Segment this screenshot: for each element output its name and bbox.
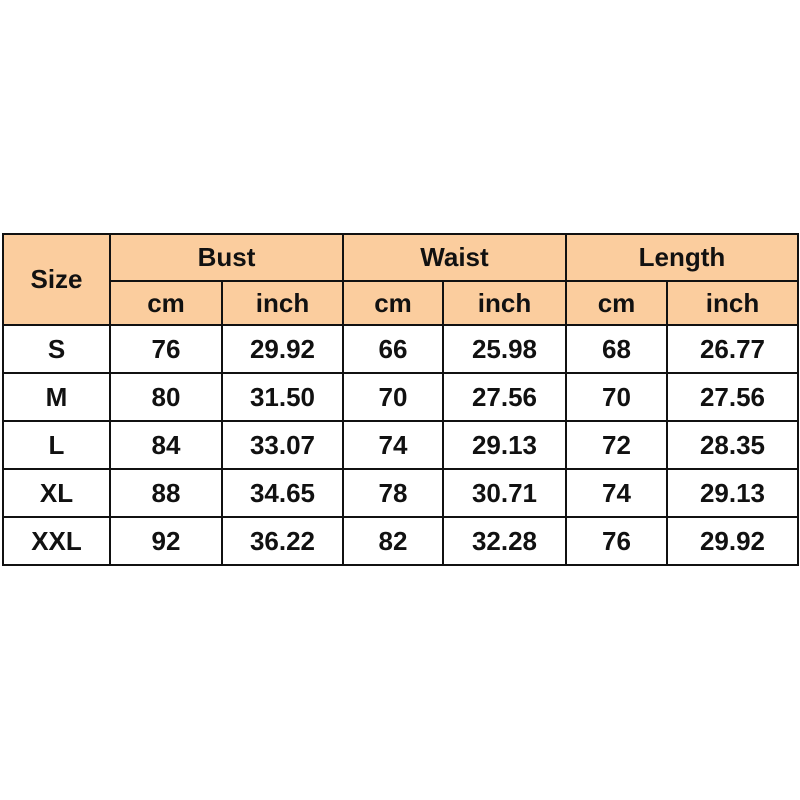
value-cell: 68: [565, 324, 668, 374]
value-cell: 31.50: [221, 372, 344, 422]
unit-header: cm: [342, 280, 444, 326]
length-header: Length: [565, 233, 799, 282]
value-cell: 27.56: [442, 372, 567, 422]
value-cell: 36.22: [221, 516, 344, 566]
value-cell: 33.07: [221, 420, 344, 470]
value-cell: 27.56: [666, 372, 799, 422]
unit-header: inch: [666, 280, 799, 326]
value-cell: 88: [109, 468, 223, 518]
value-cell: 32.28: [442, 516, 567, 566]
table-row: XL 88 34.65 78 30.71 74 29.13: [2, 468, 799, 518]
value-cell: 29.92: [221, 324, 344, 374]
value-cell: 29.13: [666, 468, 799, 518]
table-row: L 84 33.07 74 29.13 72 28.35: [2, 420, 799, 470]
value-cell: 74: [342, 420, 444, 470]
value-cell: 74: [565, 468, 668, 518]
value-cell: 26.77: [666, 324, 799, 374]
value-cell: 30.71: [442, 468, 567, 518]
value-cell: 28.35: [666, 420, 799, 470]
size-cell: S: [2, 324, 111, 374]
value-cell: 29.13: [442, 420, 567, 470]
value-cell: 84: [109, 420, 223, 470]
size-chart-table: Size Bust Waist Length cm inch cm inch c…: [2, 233, 799, 566]
bust-header: Bust: [109, 233, 344, 282]
waist-header: Waist: [342, 233, 567, 282]
unit-header: cm: [565, 280, 668, 326]
value-cell: 80: [109, 372, 223, 422]
table-row: M 80 31.50 70 27.56 70 27.56: [2, 372, 799, 422]
value-cell: 70: [342, 372, 444, 422]
unit-header: inch: [221, 280, 344, 326]
value-cell: 76: [109, 324, 223, 374]
table-row: XXL 92 36.22 82 32.28 76 29.92: [2, 516, 799, 566]
value-cell: 78: [342, 468, 444, 518]
size-cell: XL: [2, 468, 111, 518]
size-header: Size: [2, 233, 111, 326]
table-row: S 76 29.92 66 25.98 68 26.77: [2, 324, 799, 374]
size-cell: L: [2, 420, 111, 470]
value-cell: 34.65: [221, 468, 344, 518]
value-cell: 72: [565, 420, 668, 470]
value-cell: 76: [565, 516, 668, 566]
value-cell: 92: [109, 516, 223, 566]
size-cell: XXL: [2, 516, 111, 566]
value-cell: 66: [342, 324, 444, 374]
value-cell: 70: [565, 372, 668, 422]
value-cell: 25.98: [442, 324, 567, 374]
value-cell: 82: [342, 516, 444, 566]
unit-header: inch: [442, 280, 567, 326]
value-cell: 29.92: [666, 516, 799, 566]
unit-header: cm: [109, 280, 223, 326]
size-cell: M: [2, 372, 111, 422]
